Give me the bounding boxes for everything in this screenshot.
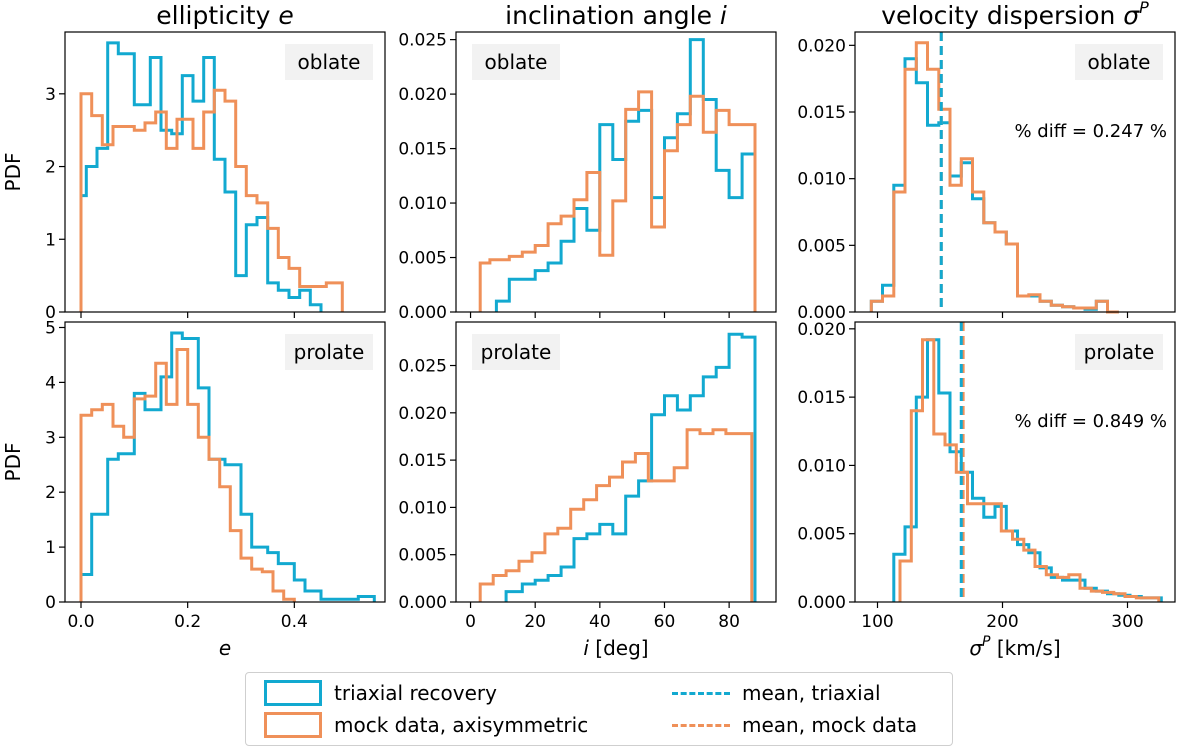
panel-4-badge-bg <box>285 334 373 370</box>
panel-4-ylabel: PDF <box>1 443 25 482</box>
panel-5-ytick-label: 0.010 <box>398 498 447 518</box>
legend: triaxial recovery mock data, axisymmetri… <box>245 672 953 746</box>
panel-1-series-mock <box>79 88 344 312</box>
panel-1-ytick-label: 2 <box>45 158 56 178</box>
panel-4-xtick-label: 0.4 <box>281 612 308 632</box>
panel-1-ytick-label: 1 <box>45 230 56 250</box>
panel-6-xtick-label: 200 <box>986 612 1018 632</box>
panel-6-badge-label: prolate <box>1084 340 1155 364</box>
legend-item-mock: mock data, axisymmetric <box>264 710 588 740</box>
panel-5-ytick-label: 0.025 <box>398 357 447 377</box>
panel-2-frame <box>455 31 777 313</box>
panel-3-annotation: % diff = 0.247 % <box>1014 121 1167 142</box>
legend-label-mock: mock data, axisymmetric <box>334 713 589 737</box>
panel-2-ytick-label: 0.010 <box>398 194 447 214</box>
panel-6-ytick-label: 0.005 <box>797 525 846 545</box>
panel-6-badge-bg <box>1075 334 1163 370</box>
panel-5-ytick-label: 0.020 <box>398 404 447 424</box>
panel-3-ytick-label: 0.000 <box>797 303 846 323</box>
panel-6-xtick-label: 100 <box>861 612 893 632</box>
legend-label-mean-triaxial: mean, triaxial <box>742 681 881 705</box>
panel-2-ytick-label: 0.015 <box>398 140 447 160</box>
panel-4-series-mock <box>79 348 296 602</box>
panel-4-badge-label: prolate <box>294 340 365 364</box>
panel-4-xtick-label: 0.0 <box>67 612 94 632</box>
panel-4-ytick-label: 3 <box>45 428 56 448</box>
panel-4-ytick-label: 2 <box>45 483 56 503</box>
panel-4-ytick-label: 1 <box>45 538 56 558</box>
panel-5-frame <box>455 321 777 603</box>
panel-1-badge-bg <box>285 44 373 80</box>
panel-6-frame <box>854 321 1176 603</box>
panel-2-badge-label: oblate <box>485 50 548 74</box>
panel-6-ytick-label: 0.010 <box>797 456 846 476</box>
panel-3-frame <box>854 31 1176 313</box>
panel-6-xlabel: σP [km/s] <box>969 634 1060 660</box>
panel-3-ytick-label: 0.015 <box>797 103 846 123</box>
panel-5-series-triaxial <box>504 332 757 602</box>
panel-4-series-triaxial <box>79 331 376 602</box>
panel-4-xlabel: e <box>219 636 231 660</box>
panel-1-ylabel: PDF <box>1 153 25 192</box>
panel-2-ytick-label: 0.025 <box>398 31 447 51</box>
panel-4-ytick-label: 5 <box>45 318 56 338</box>
legend-item-triaxial: triaxial recovery <box>264 678 497 708</box>
panel-5-ytick-label: 0.000 <box>398 593 447 613</box>
panel-6-ytick-label: 0.015 <box>797 388 846 408</box>
panel-3-title: velocity dispersion σP <box>881 0 1149 30</box>
panel-5-xtick-label: 20 <box>524 612 546 632</box>
panel-2-ytick-label: 0.000 <box>398 303 447 323</box>
legend-swatch-mock <box>264 712 322 738</box>
panel-5-series-mock <box>478 428 754 602</box>
panel-1-series-triaxial <box>79 41 323 312</box>
panel-3-ytick-label: 0.020 <box>797 36 846 56</box>
panel-5-xtick-label: 80 <box>718 612 740 632</box>
panel-2-title: inclination angle i <box>505 1 727 30</box>
panel-1-frame <box>64 31 386 313</box>
panel-5-xlabel: i [deg] <box>583 636 648 660</box>
legend-line-mean-triaxial <box>672 691 730 695</box>
panel-5-ytick-label: 0.015 <box>398 451 447 471</box>
legend-swatch-triaxial <box>264 680 322 706</box>
panel-1-ytick-label: 0 <box>45 303 56 323</box>
panel-5-xtick-label: 40 <box>589 612 611 632</box>
panel-2-badge-bg <box>472 44 560 80</box>
panel-2-ytick-label: 0.020 <box>398 85 447 105</box>
panel-3-ytick-label: 0.005 <box>797 236 846 256</box>
panel-2-series-mock <box>478 90 757 312</box>
panel-1-ytick-label: 3 <box>45 85 56 105</box>
panel-6-ytick-label: 0.000 <box>797 593 846 613</box>
panel-5-badge-label: prolate <box>481 340 552 364</box>
panel-6-series-mock <box>898 338 1161 602</box>
legend-item-mean-mock: mean, mock data <box>672 710 917 740</box>
panel-1-title: ellipticity e <box>156 1 293 30</box>
panel-3-badge-label: oblate <box>1088 50 1151 74</box>
panel-4-ytick-label: 4 <box>45 373 56 393</box>
panel-5-badge-bg <box>472 334 560 370</box>
legend-label-triaxial: triaxial recovery <box>334 681 497 705</box>
panel-5-xtick-label: 0 <box>465 612 476 632</box>
panel-3-ytick-label: 0.010 <box>797 170 846 190</box>
legend-line-mean-mock <box>672 723 730 727</box>
panel-4-xtick-label: 0.2 <box>174 612 201 632</box>
panel-6-annotation: % diff = 0.849 % <box>1014 411 1167 432</box>
panel-1-badge-label: oblate <box>298 50 361 74</box>
panel-5-xtick-label: 60 <box>654 612 676 632</box>
legend-label-mean-mock: mean, mock data <box>742 713 918 737</box>
panel-5-ytick-label: 0.005 <box>398 546 447 566</box>
panel-2-ytick-label: 0.005 <box>398 249 447 269</box>
panel-4-frame <box>64 321 386 603</box>
legend-item-mean-triaxial: mean, triaxial <box>672 678 881 708</box>
panel-3-series-mock <box>869 41 1119 314</box>
panel-6-ytick-label: 0.020 <box>797 320 846 340</box>
panel-4-ytick-label: 0 <box>45 593 56 613</box>
panel-6-xtick-label: 300 <box>1111 612 1143 632</box>
panel-3-series-triaxial <box>869 57 1119 314</box>
panel-3-badge-bg <box>1075 44 1163 80</box>
